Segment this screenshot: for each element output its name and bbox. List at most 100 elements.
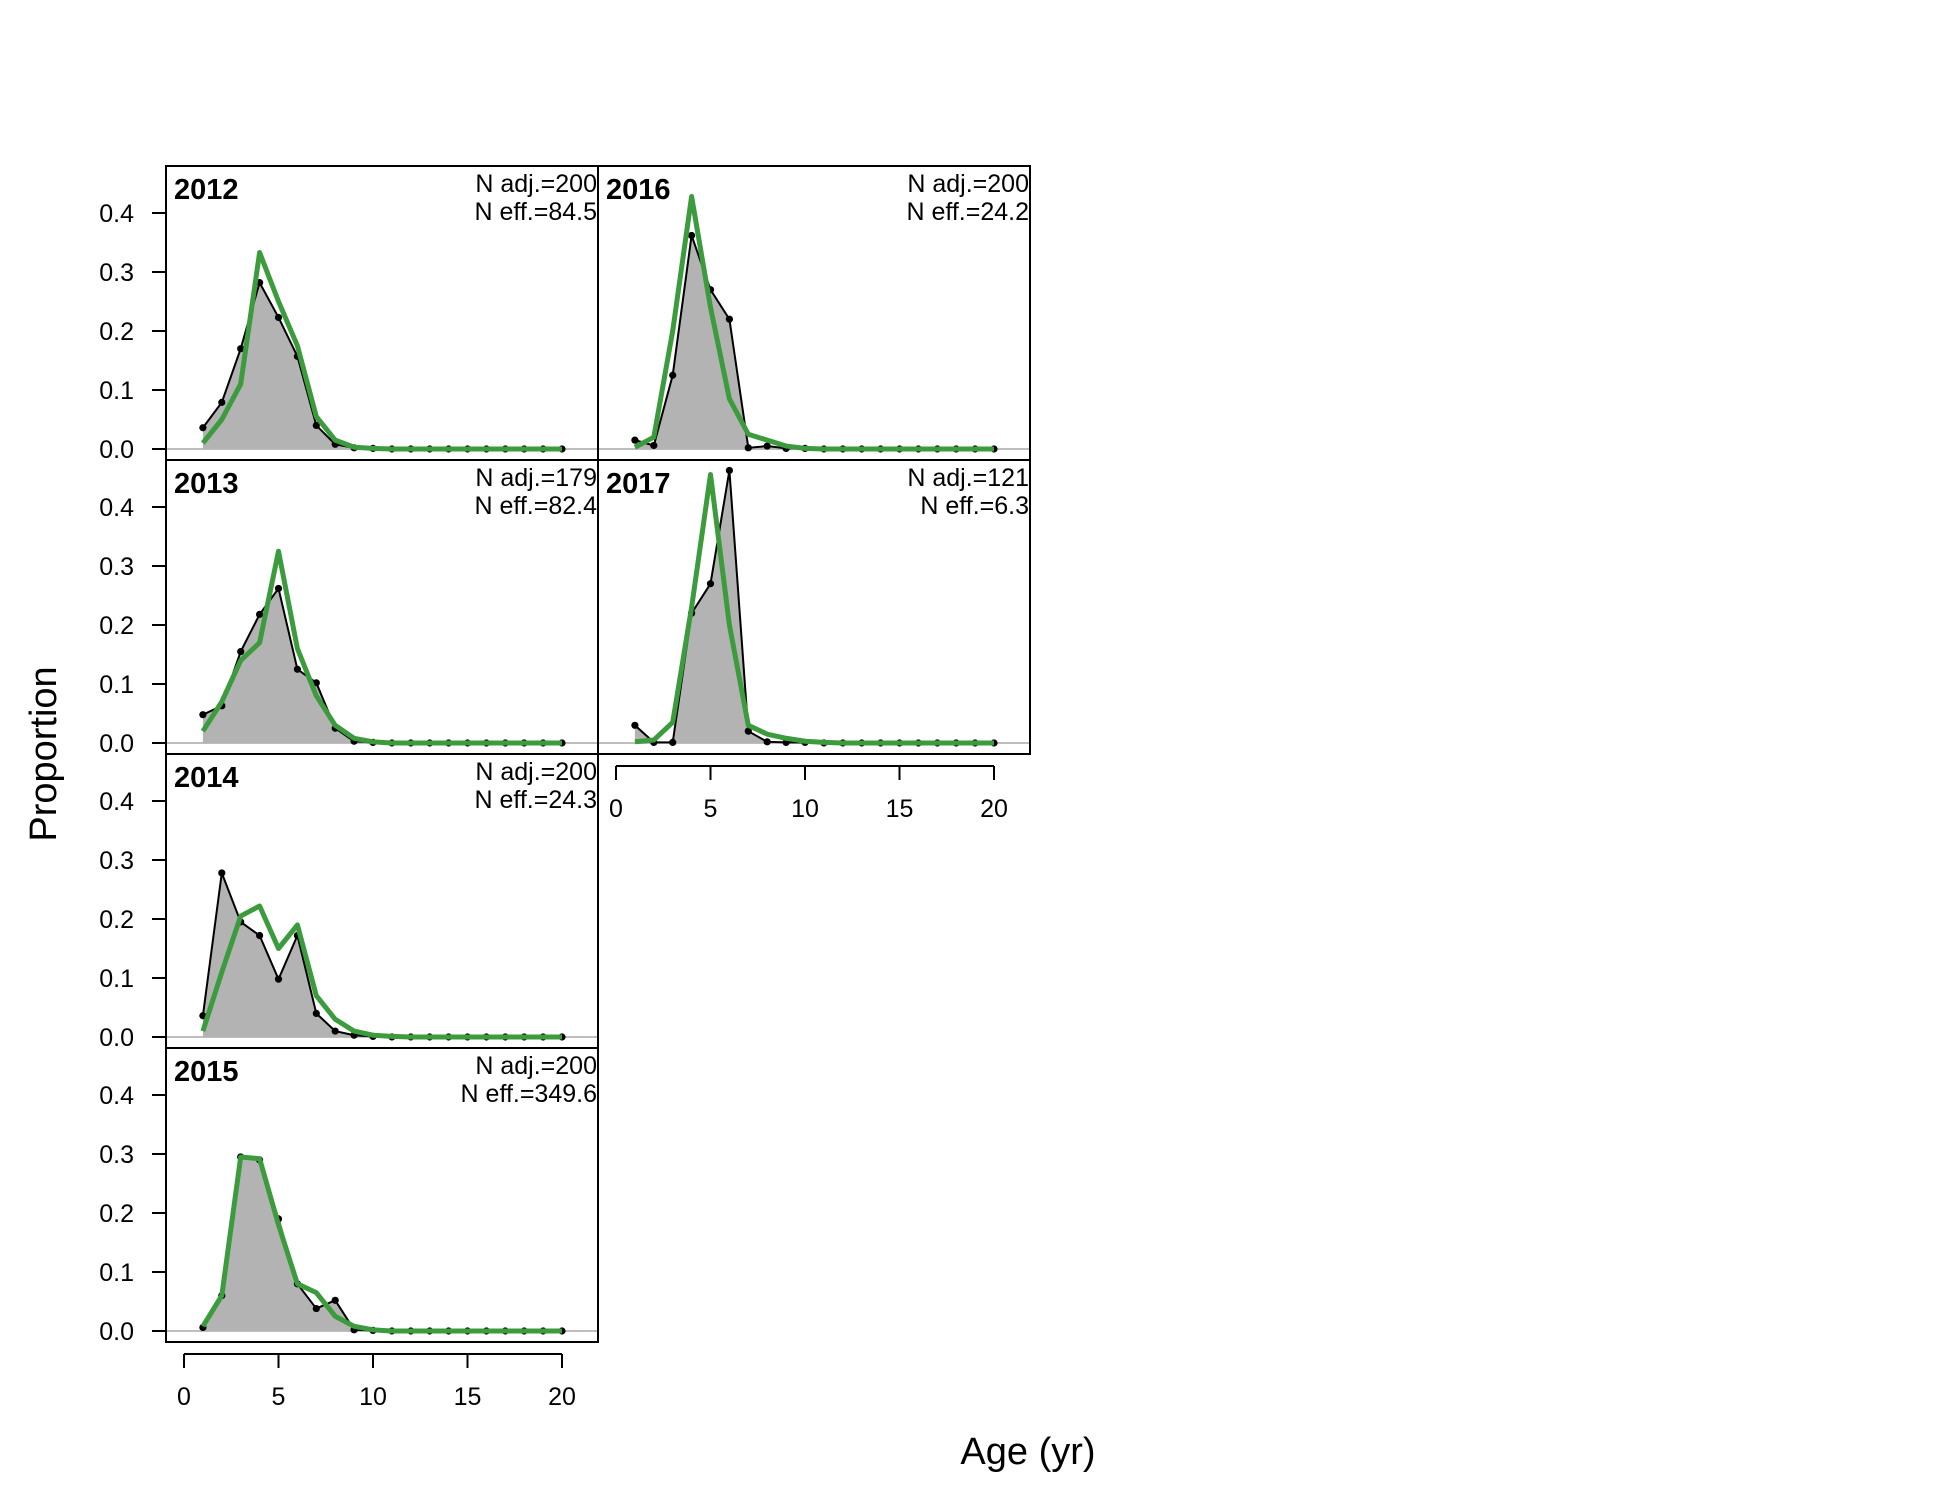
observed-area	[634, 470, 994, 743]
observed-point	[256, 610, 264, 618]
x-tick-label: 10	[791, 795, 819, 823]
observed-point	[199, 424, 207, 432]
y-tick-label: 0.1	[99, 1259, 134, 1287]
observed-point	[669, 371, 677, 379]
observed-area	[202, 282, 562, 449]
y-tick-label: 0.0	[99, 1318, 134, 1346]
expected-line	[200, 1154, 562, 1334]
y-tick-label: 0.3	[99, 553, 134, 581]
x-tick-label: 20	[548, 1383, 576, 1411]
observed-point	[312, 1304, 320, 1313]
x-tick-label: 0	[609, 795, 623, 823]
y-tick-label: 0.1	[99, 377, 134, 405]
n-eff-label: N eff.=6.3	[920, 492, 1029, 520]
x-tick-label: 5	[704, 795, 718, 823]
panel-year-label: 2012	[174, 174, 239, 206]
expected-line	[200, 548, 562, 746]
x-tick-label: 15	[454, 1383, 482, 1411]
observed-point	[744, 444, 752, 452]
observed-point	[650, 441, 658, 450]
observed-point	[274, 313, 283, 322]
panel-year-label: 2015	[174, 1056, 239, 1088]
observed-area	[202, 1156, 562, 1331]
observed-point	[725, 315, 734, 323]
y-tick-label: 0.4	[99, 200, 134, 228]
panel-year-label: 2016	[606, 174, 671, 206]
observed-point	[237, 345, 245, 353]
observed-point	[293, 665, 301, 673]
panel-frame	[597, 459, 1031, 755]
y-tick-label: 0.4	[99, 788, 134, 816]
observed-point	[331, 1296, 339, 1304]
n-adj-label: N adj.=179	[475, 464, 597, 492]
n-adj-label: N adj.=200	[907, 170, 1029, 198]
x-tick-label: 10	[359, 1383, 387, 1411]
panel-year-label: 2013	[174, 468, 239, 500]
panel-frame	[165, 1047, 599, 1343]
panel-year-label: 2014	[174, 762, 239, 794]
observed-point	[631, 721, 639, 729]
y-tick-label: 0.3	[99, 259, 134, 287]
n-eff-label: N eff.=84.5	[474, 198, 597, 226]
observed-point	[312, 1009, 320, 1018]
x-tick-label: 5	[272, 1383, 286, 1411]
y-tick-label: 0.4	[99, 494, 134, 522]
x-tick-label: 15	[886, 795, 914, 823]
n-adj-label: N adj.=200	[475, 758, 597, 786]
y-tick-label: 0.0	[99, 730, 134, 758]
n-adj-label: N adj.=200	[475, 170, 597, 198]
y-tick-label: 0.2	[99, 906, 134, 934]
observed-point	[218, 398, 226, 406]
n-eff-label: N eff.=24.2	[906, 198, 1029, 226]
y-tick-label: 0.3	[99, 1141, 134, 1169]
expected-line	[200, 903, 562, 1040]
observed-point	[744, 727, 752, 735]
expected-line	[633, 193, 994, 452]
observed-point	[725, 466, 734, 475]
observed-point	[331, 1027, 339, 1035]
n-eff-label: N eff.=349.6	[461, 1080, 597, 1108]
x-axis-title: Age (yr)	[960, 1431, 1095, 1473]
panel-year-label: 2017	[606, 468, 671, 500]
observed-point	[669, 738, 677, 747]
expected-line	[634, 472, 994, 746]
observed-area	[202, 588, 562, 743]
observed-point	[256, 931, 264, 940]
y-tick-label: 0.0	[99, 436, 134, 464]
observed-point	[688, 231, 696, 240]
y-tick-label: 0.2	[99, 318, 134, 346]
n-adj-label: N adj.=121	[907, 464, 1029, 492]
observed-point	[274, 584, 283, 593]
observed-point	[199, 711, 207, 719]
observed-point	[763, 442, 771, 450]
observed-area	[634, 235, 994, 449]
observed-point	[631, 436, 639, 444]
y-tick-label: 0.2	[99, 1200, 134, 1228]
n-eff-label: N eff.=24.3	[474, 786, 597, 814]
x-tick-label: 0	[177, 1383, 191, 1411]
observed-area	[202, 872, 562, 1037]
observed-point	[312, 421, 320, 429]
observed-point	[763, 738, 771, 746]
y-tick-label: 0.4	[99, 1082, 134, 1110]
y-tick-label: 0.3	[99, 847, 134, 875]
observed-point	[274, 975, 283, 983]
observed-point	[237, 647, 245, 656]
n-eff-label: N eff.=82.4	[474, 492, 597, 520]
y-tick-label: 0.0	[99, 1024, 134, 1052]
y-tick-label: 0.1	[99, 965, 134, 993]
n-adj-label: N adj.=200	[475, 1052, 597, 1080]
y-tick-label: 0.2	[99, 612, 134, 640]
observed-point	[706, 580, 715, 588]
x-tick-label: 20	[980, 795, 1008, 823]
expected-line	[200, 250, 562, 452]
y-axis-title: Proportion	[23, 666, 65, 841]
